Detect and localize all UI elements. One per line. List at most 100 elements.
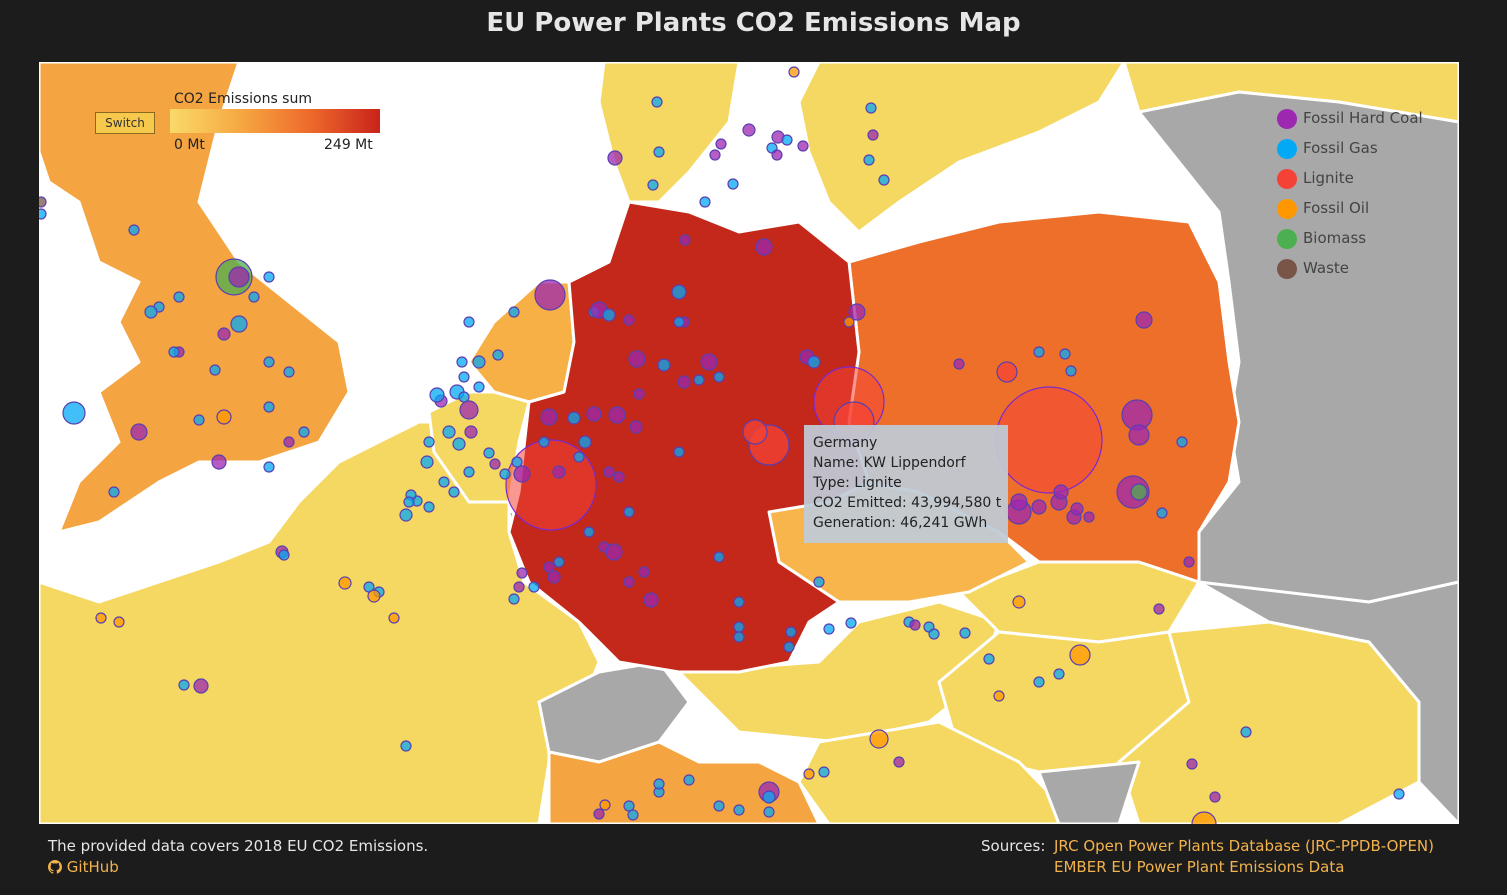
plant-marker[interactable] <box>464 425 478 439</box>
plant-marker[interactable] <box>216 409 232 425</box>
plant-marker[interactable] <box>1010 493 1028 511</box>
plant-marker[interactable] <box>211 454 227 470</box>
plant-marker[interactable] <box>713 551 725 563</box>
plant-marker[interactable] <box>144 305 158 319</box>
plant-marker[interactable] <box>459 400 479 420</box>
plant-marker[interactable] <box>1209 791 1221 803</box>
plant-marker[interactable] <box>623 576 635 588</box>
plant-marker[interactable] <box>1031 499 1047 515</box>
plant-marker[interactable] <box>623 314 635 326</box>
plant-marker[interactable] <box>513 465 531 483</box>
plant-marker[interactable] <box>586 406 602 422</box>
plant-marker[interactable] <box>733 631 745 643</box>
plant-marker[interactable] <box>263 271 275 283</box>
plant-marker[interactable] <box>39 196 47 208</box>
country-serbia[interactable] <box>1037 760 1141 824</box>
source-link-ember[interactable]: EMBER EU Power Plant Emissions Data <box>1054 858 1345 876</box>
plant-marker[interactable] <box>893 756 905 768</box>
plant-marker[interactable] <box>178 679 190 691</box>
source-link-jrc[interactable]: JRC Open Power Plants Database (JRC-PPDB… <box>1054 837 1435 855</box>
plant-marker[interactable] <box>845 617 857 629</box>
plant-marker[interactable] <box>420 455 434 469</box>
plant-marker[interactable] <box>823 623 835 635</box>
plant-marker[interactable] <box>578 435 592 449</box>
plant-marker[interactable] <box>489 458 501 470</box>
plant-marker[interactable] <box>399 508 413 522</box>
plant-marker[interactable] <box>553 556 565 568</box>
plant-marker[interactable] <box>173 291 185 303</box>
plant-marker[interactable] <box>713 800 725 812</box>
plant-marker[interactable] <box>1053 484 1069 500</box>
plant-marker[interactable] <box>429 387 445 403</box>
plant-marker[interactable] <box>1191 811 1217 824</box>
plant-marker[interactable] <box>1033 676 1045 688</box>
plant-marker[interactable] <box>508 593 520 605</box>
plant-marker[interactable] <box>248 291 260 303</box>
plant-marker[interactable] <box>785 626 797 638</box>
plant-marker[interactable] <box>511 456 523 468</box>
plant-marker[interactable] <box>543 561 555 573</box>
plant-marker[interactable] <box>733 804 745 816</box>
plant-marker[interactable] <box>762 790 776 804</box>
plant-marker[interactable] <box>700 353 718 371</box>
plant-marker[interactable] <box>442 425 456 439</box>
plant-marker[interactable] <box>781 134 793 146</box>
plant-marker[interactable] <box>1065 365 1077 377</box>
plant-marker[interactable] <box>602 308 616 322</box>
map[interactable]: Switch CO2 Emissions sum 0 Mt 249 Mt Fos… <box>39 62 1459 824</box>
plant-marker[interactable] <box>528 581 540 593</box>
country-denmark[interactable] <box>597 62 741 204</box>
plant-marker[interactable] <box>1130 483 1148 501</box>
plant-marker[interactable] <box>95 612 107 624</box>
plant-marker[interactable] <box>605 543 623 561</box>
plant-marker[interactable] <box>400 740 412 752</box>
plant-marker[interactable] <box>1033 346 1045 358</box>
plant-marker[interactable] <box>603 466 615 478</box>
plant-marker[interactable] <box>1083 511 1095 523</box>
plant-marker[interactable] <box>623 506 635 518</box>
plant-marker[interactable] <box>653 778 665 790</box>
plant-marker[interactable] <box>193 414 205 426</box>
plant-marker[interactable] <box>1186 758 1198 770</box>
plant-marker[interactable] <box>848 303 866 321</box>
plant-marker[interactable] <box>763 806 775 818</box>
plant-marker[interactable] <box>128 224 140 236</box>
plant-marker[interactable] <box>699 196 711 208</box>
plant-marker[interactable] <box>613 471 625 483</box>
plant-marker[interactable] <box>458 391 470 403</box>
plant-marker[interactable] <box>130 423 148 441</box>
plant-marker[interactable] <box>463 316 475 328</box>
plant-marker[interactable] <box>263 401 275 413</box>
plant-marker[interactable] <box>1128 424 1150 446</box>
plant-marker[interactable] <box>508 306 520 318</box>
plant-marker[interactable] <box>540 408 558 426</box>
plant-marker[interactable] <box>452 437 466 451</box>
country-sweden[interactable] <box>797 62 1126 234</box>
plant-marker[interactable] <box>458 371 470 383</box>
plant-marker[interactable] <box>651 96 663 108</box>
plant-marker[interactable] <box>298 426 310 438</box>
plant-marker[interactable] <box>1069 644 1091 666</box>
plant-marker[interactable] <box>629 420 643 434</box>
switch-button[interactable]: Switch <box>95 112 155 134</box>
plant-marker[interactable] <box>1156 507 1168 519</box>
plant-marker[interactable] <box>865 102 877 114</box>
plant-marker[interactable] <box>783 641 795 653</box>
plant-marker[interactable] <box>643 592 659 608</box>
plant-marker[interactable] <box>742 419 768 445</box>
plant-marker[interactable] <box>727 178 739 190</box>
plant-marker[interactable] <box>108 486 120 498</box>
plant-marker[interactable] <box>538 436 550 448</box>
plant-marker[interactable] <box>473 381 485 393</box>
plant-marker[interactable] <box>733 621 745 633</box>
plant-marker[interactable] <box>733 596 745 608</box>
map-canvas[interactable] <box>39 62 1459 824</box>
plant-marker[interactable] <box>996 361 1018 383</box>
plant-marker[interactable] <box>39 208 47 220</box>
plant-marker[interactable] <box>671 284 687 300</box>
plant-marker[interactable] <box>867 129 879 141</box>
plant-marker[interactable] <box>423 501 435 513</box>
plant-marker[interactable] <box>505 439 597 531</box>
plant-marker[interactable] <box>788 66 800 78</box>
plant-marker[interactable] <box>278 549 290 561</box>
